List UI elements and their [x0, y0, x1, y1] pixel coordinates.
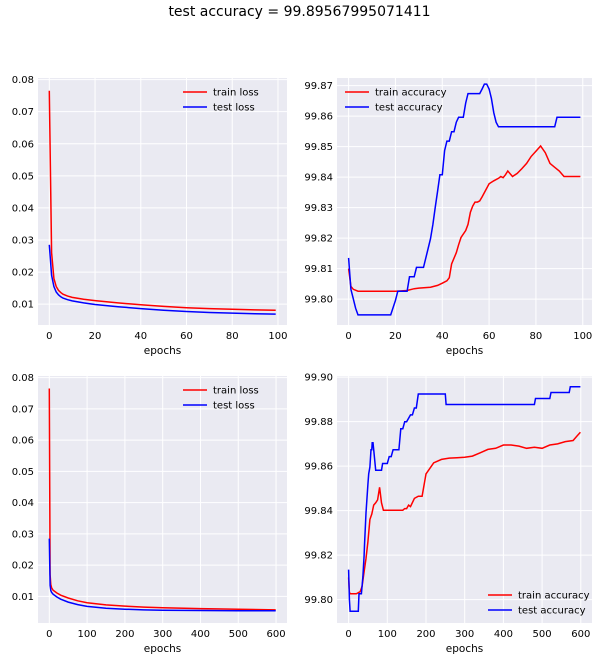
y-tick-label: 99.90 [304, 373, 333, 384]
x-tick-label: 300 [455, 629, 474, 640]
legend-label: train accuracy [518, 591, 590, 602]
figure-suptitle: test accuracy = 99.89567995071411 [168, 4, 431, 20]
y-tick-label: 99.81 [304, 264, 333, 275]
y-tick-label: 0.05 [12, 171, 34, 182]
legend-label: train accuracy [375, 88, 447, 99]
y-tick-label: 0.08 [12, 75, 34, 86]
x-tick-label: 40 [436, 331, 449, 342]
y-tick-label: 0.08 [12, 373, 34, 384]
y-tick-label: 0.04 [12, 203, 34, 214]
series-line-test-loss [48, 244, 276, 315]
x-tick-label: 0 [345, 629, 351, 640]
x-tick-label: 100 [268, 331, 287, 342]
series-line-test-accuracy [347, 83, 581, 316]
x-tick-label: 20 [89, 331, 102, 342]
y-tick-label: 0.06 [12, 436, 34, 447]
y-tick-label: 99.87 [304, 81, 333, 92]
legend: train accuracy test accuracy [345, 88, 447, 114]
series-line-train-accuracy [347, 144, 581, 292]
y-tick-label: 0.01 [12, 300, 34, 311]
legend: train accuracy test accuracy [488, 591, 590, 617]
y-tick-label: 99.80 [304, 595, 333, 606]
x-tick-label: 80 [530, 331, 543, 342]
plot-area [337, 78, 592, 325]
x-tick-label: 0 [345, 331, 351, 342]
x-axis-label: epochs [144, 643, 181, 655]
series-line-train-loss [48, 388, 276, 611]
y-tick-label: 99.82 [304, 551, 333, 562]
x-tick-label: 40 [134, 331, 147, 342]
x-axis-label: epochs [144, 345, 181, 357]
x-axis-label: epochs [446, 643, 483, 655]
x-tick-label: 100 [78, 629, 97, 640]
legend-label: test loss [213, 401, 255, 412]
y-tick-label: 99.88 [304, 417, 333, 428]
x-tick-label: 500 [229, 629, 248, 640]
y-tick-label: 99.86 [304, 112, 333, 123]
x-tick-label: 60 [180, 331, 193, 342]
x-tick-label: 0 [46, 331, 52, 342]
legend: train loss test loss [183, 386, 259, 412]
legend-label: train loss [213, 386, 259, 397]
y-tick-label: 0.03 [12, 529, 34, 540]
chart-panel-3: 0 100 200 300 400 500 600 0.01 0.02 0.03 0.04 0.05 0… [12, 373, 287, 655]
series-line-test-accuracy [347, 385, 581, 612]
series-line-train-accuracy [347, 431, 581, 595]
y-tick-label: 0.05 [12, 467, 34, 478]
y-tick-label: 99.82 [304, 234, 333, 245]
y-tick-label: 0.03 [12, 235, 34, 246]
plot-area [38, 78, 287, 325]
y-tick-label: 99.84 [304, 506, 333, 517]
series-line-test-loss [48, 538, 276, 612]
y-tick-label: 0.07 [12, 107, 34, 118]
y-tick-label: 99.83 [304, 203, 333, 214]
y-tick-label: 99.86 [304, 462, 333, 473]
x-tick-label: 400 [191, 629, 210, 640]
x-tick-label: 60 [483, 331, 496, 342]
legend-label: test loss [213, 103, 255, 114]
legend: train loss test loss [183, 88, 259, 114]
legend-label: test accuracy [375, 103, 443, 114]
y-tick-label: 0.02 [12, 268, 34, 279]
x-tick-label: 600 [571, 629, 590, 640]
x-tick-label: 300 [153, 629, 172, 640]
x-tick-label: 80 [226, 331, 239, 342]
x-axis-label: epochs [446, 345, 483, 357]
x-tick-label: 20 [389, 331, 402, 342]
y-tick-label: 99.85 [304, 142, 333, 153]
y-tick-label: 0.07 [12, 404, 34, 415]
legend-label: test accuracy [518, 606, 586, 617]
y-tick-label: 0.06 [12, 139, 34, 150]
x-tick-label: 200 [416, 629, 435, 640]
x-tick-label: 400 [494, 629, 513, 640]
chart-panel-4: 0 100 200 300 400 500 600 99.80 99.82 99.84 99.86 9… [304, 373, 592, 655]
y-tick-label: 99.84 [304, 173, 333, 184]
y-tick-label: 0.02 [12, 561, 34, 572]
y-tick-label: 0.01 [12, 592, 34, 603]
x-tick-label: 500 [533, 629, 552, 640]
x-tick-label: 0 [46, 629, 52, 640]
legend-label: train loss [213, 88, 259, 99]
y-tick-label: 99.80 [304, 295, 333, 306]
x-tick-label: 600 [267, 629, 286, 640]
y-tick-label: 0.04 [12, 498, 34, 509]
x-tick-label: 100 [378, 629, 397, 640]
x-tick-label: 100 [573, 331, 592, 342]
chart-panel-2: 0 20 40 60 80 100 99.80 99.81 99.82 99.83 99.84 99.… [304, 78, 592, 357]
series-line-train-loss [48, 90, 276, 311]
chart-panel-1: 0 20 40 60 80 100 0.01 0.02 0.03 0.04 0.05 0.06 0.07… [12, 75, 288, 357]
x-tick-label: 200 [115, 629, 134, 640]
